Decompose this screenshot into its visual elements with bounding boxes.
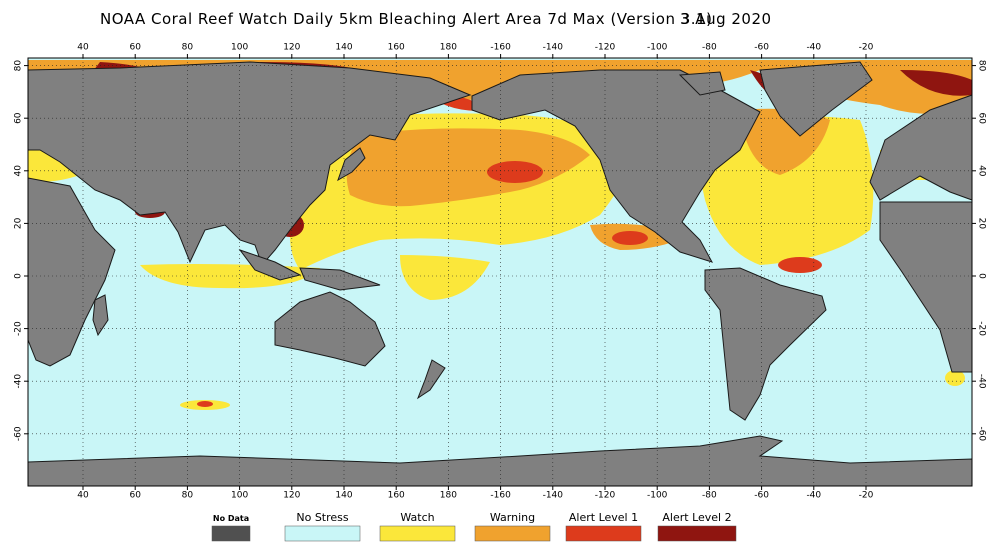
longitude-label-top: -160 [490,43,511,53]
map-body [27,57,973,487]
legend-label: Watch [400,511,434,524]
legend: No Data No Stress Watch Warning Alert Level … [211,511,737,542]
longitude-label-top: -100 [647,43,668,53]
longitude-label-top: 60 [129,43,141,53]
map-date: 3 Aug 2020 [680,10,772,28]
axis-labels: 40 40 60 60 80 80 100 100 120 120 140 140 160 160 180 1… [14,43,987,501]
graticule [28,58,972,486]
longitude-label-bottom: 40 [77,491,89,501]
longitude-label-top: -20 [859,43,874,53]
longitude-label-bottom: 120 [283,491,300,501]
longitude-label-bottom: 80 [182,491,194,501]
longitude-label-bottom: -100 [647,491,668,501]
legend-swatch [211,525,251,542]
latitude-label-left: -40 [14,374,24,389]
longitude-label-top: 80 [182,43,194,53]
longitude-label-top: -40 [806,43,821,53]
latitude-label-left: 0 [14,273,24,279]
longitude-label-top: 120 [283,43,300,53]
latitude-label-right: 0 [977,273,987,279]
longitude-label-bottom: -20 [859,491,874,501]
latitude-label-right: 20 [977,218,987,230]
legend-swatch [565,525,642,542]
longitude-label-top: 140 [335,43,352,53]
legend-swatch [657,525,737,542]
longitude-label-top: -140 [543,43,564,53]
legend-swatch [379,525,456,542]
longitude-label-top: -60 [754,43,769,53]
longitude-label-top: 100 [231,43,248,53]
latitude-label-right: 60 [977,112,987,124]
latitude-label-left: 20 [14,217,24,229]
longitude-label-bottom: -40 [806,491,821,501]
longitude-label-top: 160 [388,43,405,53]
latitude-label-right: -20 [977,321,987,336]
legend-label: Warning [490,511,535,524]
legend-label: Alert Level 2 [662,511,731,524]
longitude-label-bottom: 100 [231,491,248,501]
legend-label: No Stress [296,511,349,524]
latitude-label-left: 40 [14,165,24,177]
longitude-label-bottom: -60 [754,491,769,501]
latitude-label-right: -40 [977,374,987,389]
longitude-label-top: -120 [595,43,616,53]
latitude-label-right: 40 [977,165,987,177]
longitude-label-bottom: 180 [440,491,457,501]
longitude-label-bottom: -160 [490,491,511,501]
longitude-label-top: 180 [440,43,457,53]
legend-swatch [474,525,551,542]
latitude-label-right: -60 [977,426,987,441]
legend-label: Alert Level 1 [569,511,638,524]
longitude-label-bottom: 160 [388,491,405,501]
latitude-label-left: 80 [14,60,24,72]
longitude-label-top: -80 [702,43,717,53]
longitude-label-bottom: -120 [595,491,616,501]
latitude-label-left: -60 [14,426,24,441]
longitude-label-bottom: 140 [335,491,352,501]
map-title: NOAA Coral Reef Watch Daily 5km Bleachin… [100,10,712,28]
latitude-label-left: -20 [14,321,24,336]
latitude-label-right: 80 [977,60,987,72]
longitude-label-bottom: -140 [543,491,564,501]
land [27,61,973,487]
longitude-label-bottom: 60 [129,491,141,501]
longitude-label-top: 40 [77,43,89,53]
latitude-label-left: 60 [14,112,24,124]
legend-swatch [284,525,361,542]
legend-label: No Data [213,514,249,523]
longitude-label-bottom: -80 [702,491,717,501]
map-frame [27,57,973,487]
